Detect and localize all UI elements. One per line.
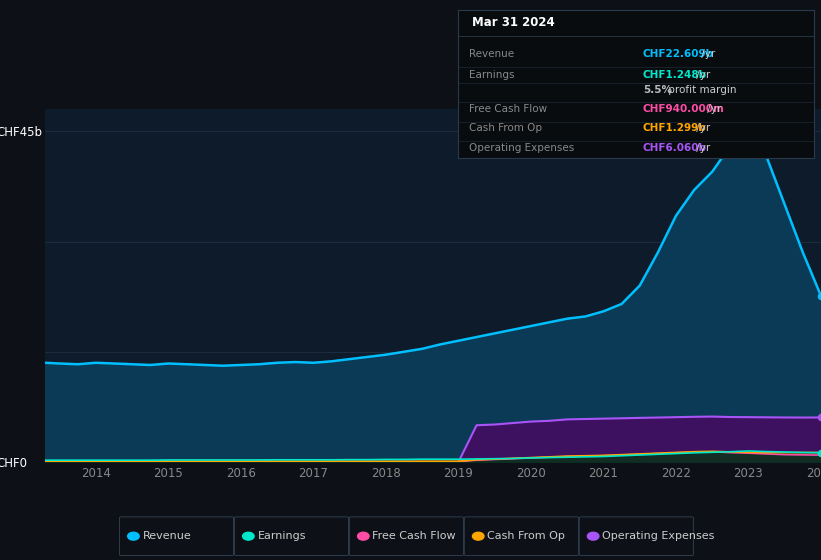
- Text: CHF940.000m: CHF940.000m: [643, 104, 725, 114]
- Text: /yr: /yr: [693, 70, 710, 80]
- Point: [814, 449, 821, 458]
- Point: [814, 291, 821, 300]
- Text: profit margin: profit margin: [665, 85, 736, 95]
- Text: CHF6.060b: CHF6.060b: [643, 143, 707, 152]
- Text: Operating Expenses: Operating Expenses: [469, 143, 574, 152]
- Text: Free Cash Flow: Free Cash Flow: [373, 531, 456, 541]
- Text: Earnings: Earnings: [469, 70, 514, 80]
- Text: /yr: /yr: [693, 123, 710, 133]
- Text: CHF1.248b: CHF1.248b: [643, 70, 707, 80]
- Text: Cash From Op: Cash From Op: [469, 123, 542, 133]
- Text: Operating Expenses: Operating Expenses: [603, 531, 714, 541]
- Text: CHF22.609b: CHF22.609b: [643, 49, 714, 59]
- Text: Mar 31 2024: Mar 31 2024: [472, 16, 555, 29]
- Text: Cash From Op: Cash From Op: [488, 531, 565, 541]
- Text: /yr: /yr: [693, 143, 710, 152]
- Text: Earnings: Earnings: [258, 531, 306, 541]
- Text: Revenue: Revenue: [469, 49, 514, 59]
- Text: /yr: /yr: [698, 49, 715, 59]
- Text: 5.5%: 5.5%: [643, 85, 672, 95]
- Text: CHF1.299b: CHF1.299b: [643, 123, 707, 133]
- Text: Revenue: Revenue: [143, 531, 191, 541]
- Text: /yr: /yr: [704, 104, 721, 114]
- Point: [814, 413, 821, 422]
- Text: Free Cash Flow: Free Cash Flow: [469, 104, 547, 114]
